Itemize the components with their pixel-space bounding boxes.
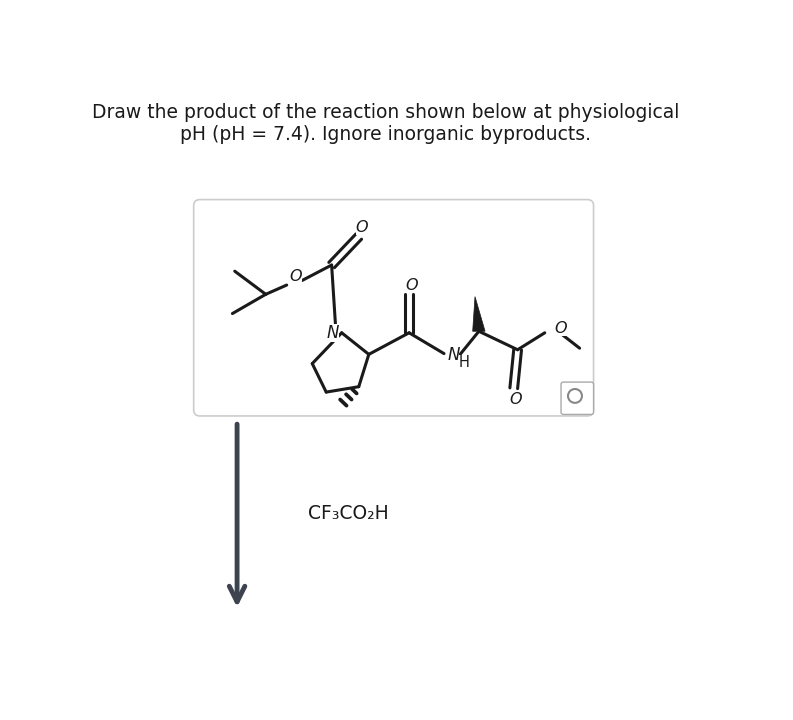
Text: Draw the product of the reaction shown below at physiological: Draw the product of the reaction shown b… [92,104,680,122]
FancyBboxPatch shape [193,199,594,416]
Text: O: O [554,321,567,336]
Text: H: H [458,356,469,370]
Text: O: O [355,220,368,235]
Text: CF₃CO₂H: CF₃CO₂H [308,504,389,523]
Text: N: N [447,346,459,364]
Text: O: O [405,277,418,292]
Text: N: N [327,324,339,342]
Polygon shape [473,297,485,331]
Text: O: O [510,392,523,407]
Text: O: O [289,269,302,284]
FancyBboxPatch shape [561,382,594,415]
Text: pH (pH = 7.4). Ignore inorganic byproducts.: pH (pH = 7.4). Ignore inorganic byproduc… [180,125,592,144]
